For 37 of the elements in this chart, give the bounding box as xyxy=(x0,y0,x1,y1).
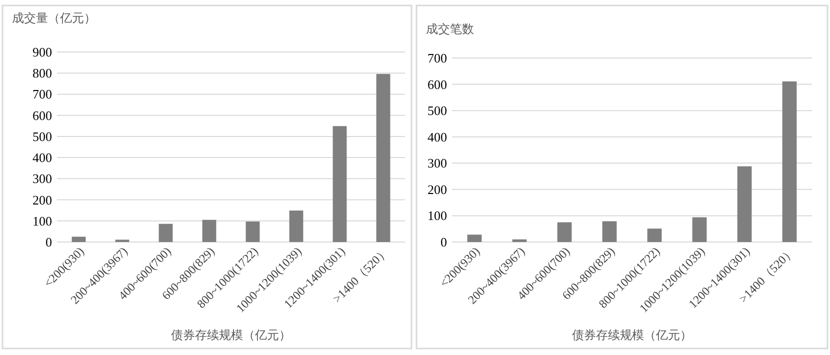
y-tick-label: 900 xyxy=(32,44,52,60)
y-tick-label: 500 xyxy=(32,128,52,144)
bar xyxy=(737,166,752,242)
bar xyxy=(602,221,617,242)
y-tick-label: 0 xyxy=(46,234,52,250)
y-axis-title: 成交笔数 xyxy=(426,22,474,36)
bar xyxy=(158,224,173,242)
y-tick-label: 500 xyxy=(428,103,447,118)
bar xyxy=(332,126,347,242)
y-tick-label: 700 xyxy=(428,50,447,66)
bar xyxy=(246,222,260,242)
y-tick-label: 600 xyxy=(32,108,52,123)
bar xyxy=(72,236,86,242)
bar xyxy=(782,81,797,242)
bar xyxy=(202,220,216,242)
bar xyxy=(376,74,390,242)
y-axis-title: 成交量（亿元） xyxy=(12,11,96,25)
bar xyxy=(512,239,527,242)
y-tick-label: 100 xyxy=(428,208,447,224)
y-tick-label: 700 xyxy=(32,86,52,102)
y-tick-label: 300 xyxy=(428,156,447,171)
bar xyxy=(647,228,662,242)
y-tick-label: 100 xyxy=(32,213,52,228)
bar xyxy=(692,217,707,242)
y-tick-label: 300 xyxy=(32,171,52,186)
bar xyxy=(557,222,572,242)
bar xyxy=(467,234,482,242)
y-tick-label: 400 xyxy=(32,150,52,166)
x-axis-title: 债券存续规模（亿元） xyxy=(572,328,692,342)
y-tick-label: 800 xyxy=(32,66,52,81)
y-tick-label: 200 xyxy=(32,192,52,208)
y-tick-label: 400 xyxy=(428,129,447,144)
x-axis-title: 债券存续规模（亿元） xyxy=(171,328,291,342)
bar xyxy=(289,210,304,242)
y-tick-label: 0 xyxy=(440,234,447,250)
y-tick-label: 200 xyxy=(428,182,447,197)
y-tick-label: 600 xyxy=(428,76,447,92)
